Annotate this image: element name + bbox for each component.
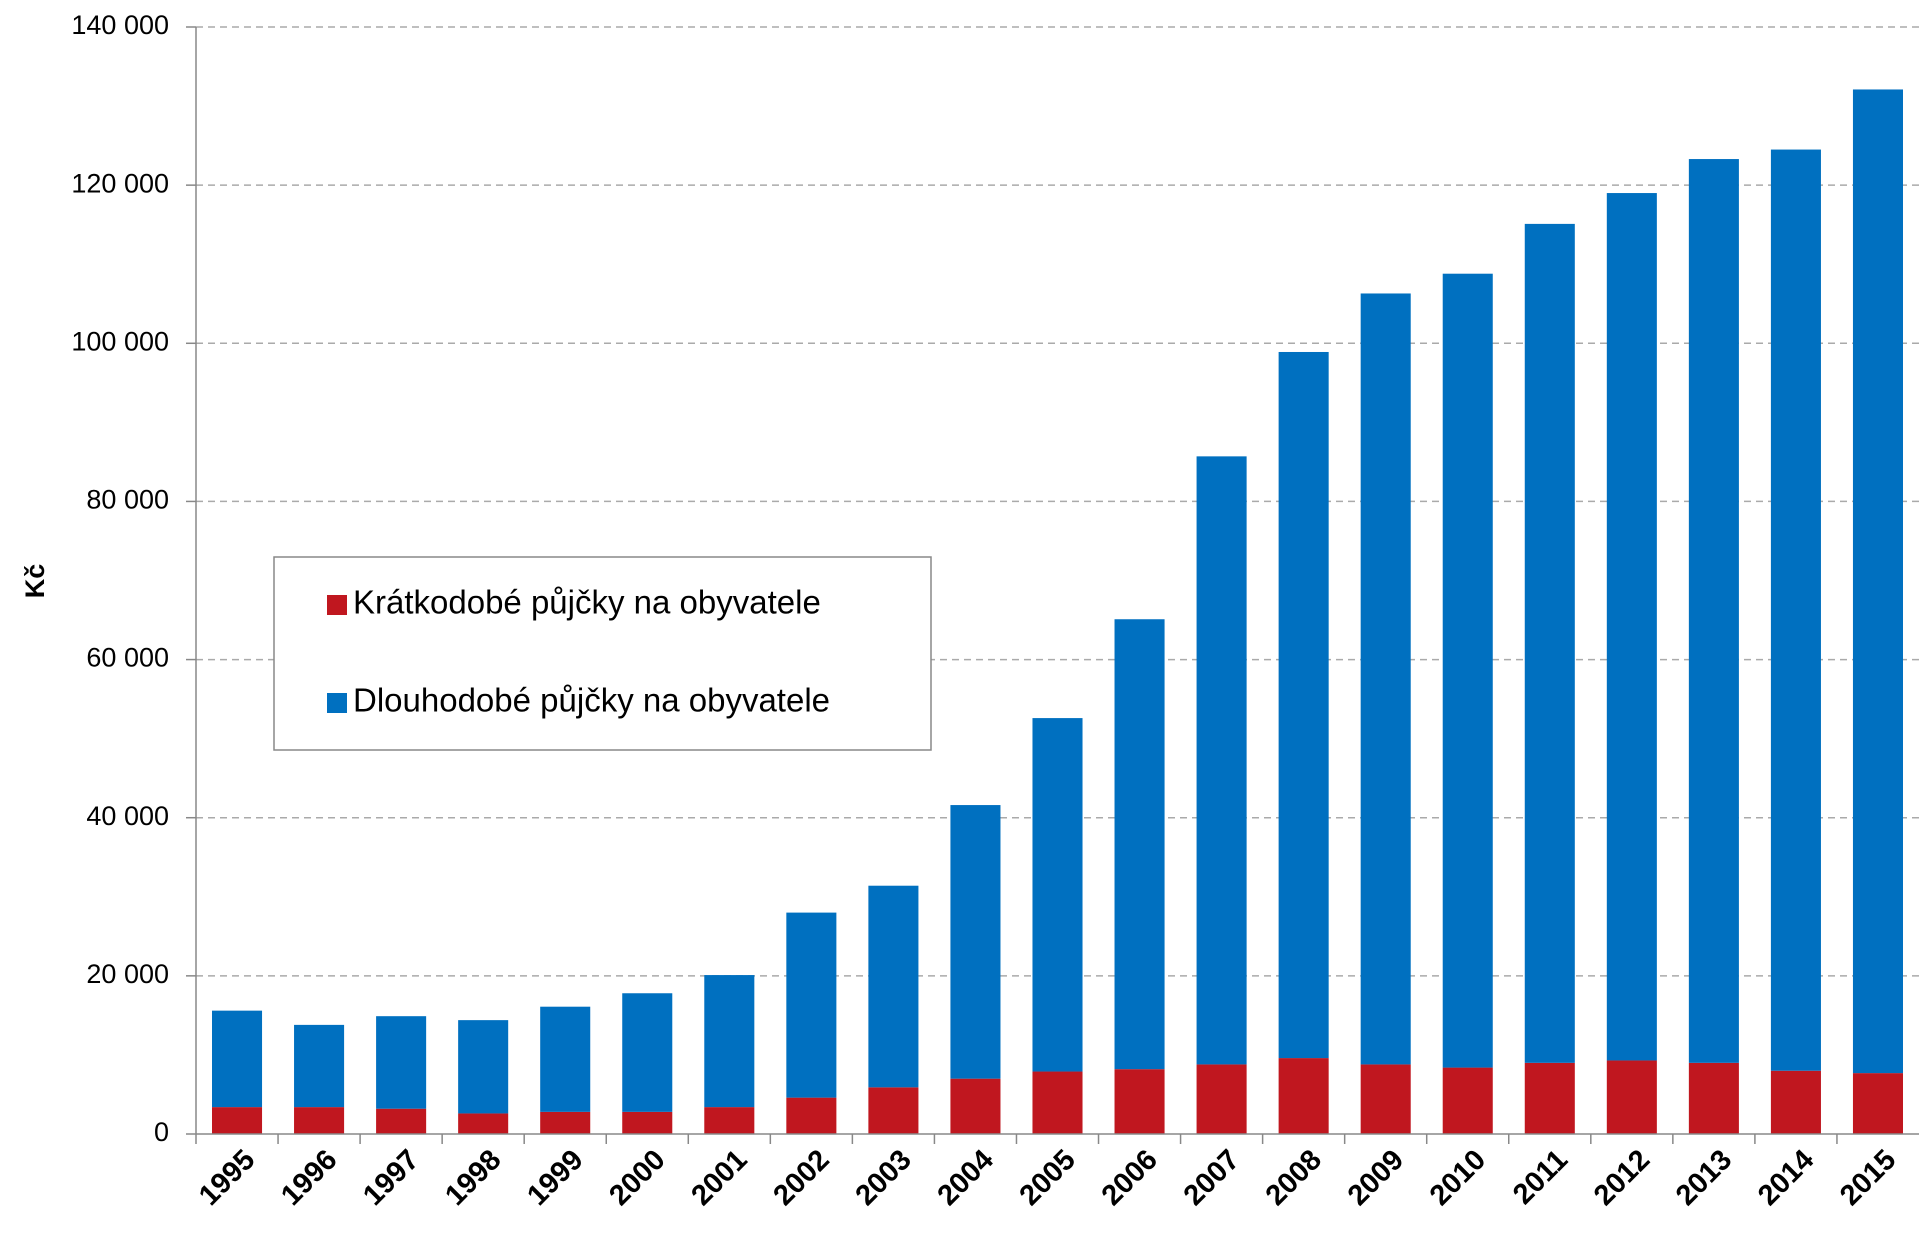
bar-segment <box>1278 351 1329 1059</box>
x-tick-label: 2003 <box>850 1144 918 1212</box>
bar-segment <box>1114 619 1165 1070</box>
bar-segment <box>1114 1069 1165 1134</box>
bar-segment <box>1852 1073 1904 1134</box>
bar-segment <box>1196 1064 1247 1134</box>
bar-segment <box>868 885 919 1088</box>
bar-segment <box>458 1020 509 1114</box>
y-tick-label: 120 000 <box>71 168 169 198</box>
bar-segment <box>1196 456 1247 1065</box>
x-tick-label: 2005 <box>1014 1144 1082 1212</box>
bar-segment <box>1278 1058 1329 1134</box>
bar-segment <box>294 1024 345 1108</box>
legend-box <box>273 556 932 751</box>
bar-segment <box>1688 159 1739 1063</box>
bar-segment <box>1770 1070 1821 1134</box>
legend-swatch <box>327 693 347 713</box>
bar-segment <box>1360 293 1411 1065</box>
bar-segment <box>622 993 673 1112</box>
bar-segment <box>211 1010 263 1108</box>
y-tick-label: 140 000 <box>71 10 169 40</box>
x-tick-label: 2011 <box>1507 1144 1574 1211</box>
y-tick-label: 60 000 <box>86 643 169 673</box>
bar-segment <box>786 1097 837 1134</box>
legend-label: Dlouhodobé půjčky na obyvatele <box>353 682 830 719</box>
bar-segment <box>1606 1060 1657 1134</box>
bar-segment <box>1688 1062 1739 1134</box>
y-tick-label: 40 000 <box>86 801 169 831</box>
x-tick-label: 2012 <box>1588 1144 1656 1212</box>
legend-label: Krátkodobé půjčky na obyvatele <box>353 584 821 621</box>
bar-segment <box>458 1113 509 1134</box>
y-tick-label: 100 000 <box>71 326 169 356</box>
bar-segment <box>1524 1062 1575 1134</box>
x-tick-label: 1995 <box>193 1144 261 1212</box>
bar-segment <box>1606 193 1657 1061</box>
bar-segment <box>376 1016 427 1109</box>
bar-segment <box>540 1006 591 1112</box>
bar-segment <box>1442 273 1493 1068</box>
x-tick-label: 1996 <box>275 1144 343 1212</box>
x-tick-label: 2014 <box>1752 1144 1820 1212</box>
bar-segment <box>1360 1064 1411 1134</box>
bar-segment <box>1770 149 1821 1071</box>
bar-segment <box>1032 1071 1083 1134</box>
bar-segment <box>786 912 837 1098</box>
y-tick-label: 80 000 <box>86 485 169 515</box>
x-tick-label: 2004 <box>932 1144 1000 1212</box>
bar-segment <box>704 1107 755 1134</box>
bar-segment <box>622 1111 673 1134</box>
bar-segment <box>1442 1067 1493 1134</box>
bar-segment <box>950 1078 1001 1134</box>
bar-segment <box>376 1108 427 1134</box>
bar-segment <box>950 805 1001 1079</box>
x-tick-label: 2013 <box>1670 1144 1738 1212</box>
x-tick-label: 1997 <box>357 1144 425 1212</box>
bar-segment <box>1524 223 1575 1063</box>
x-tick-label: 2009 <box>1342 1144 1410 1212</box>
legend-swatch <box>327 595 347 615</box>
x-tick-label: 2002 <box>767 1144 835 1212</box>
y-tick-label: 20 000 <box>86 959 169 989</box>
x-tick-label: 2015 <box>1834 1144 1902 1212</box>
x-tick-label: 2010 <box>1424 1144 1492 1212</box>
bar-segment <box>1852 89 1904 1074</box>
x-tick-label: 2006 <box>1096 1144 1164 1212</box>
bar-segment <box>704 975 755 1108</box>
x-tick-label: 1998 <box>439 1144 507 1212</box>
bar-segment <box>1032 718 1083 1072</box>
x-tick-label: 1999 <box>521 1144 589 1212</box>
bar-segment <box>868 1087 919 1134</box>
y-tick-label: 0 <box>154 1117 169 1147</box>
bar-segment <box>294 1107 345 1134</box>
x-tick-label: 2008 <box>1260 1144 1328 1212</box>
x-tick-label: 2001 <box>685 1144 753 1212</box>
bar-segment <box>540 1111 591 1134</box>
bar-segment <box>211 1107 263 1134</box>
x-tick-label: 2007 <box>1178 1144 1246 1212</box>
y-axis-label: Kč <box>20 564 50 599</box>
x-tick-label: 2000 <box>603 1144 671 1212</box>
